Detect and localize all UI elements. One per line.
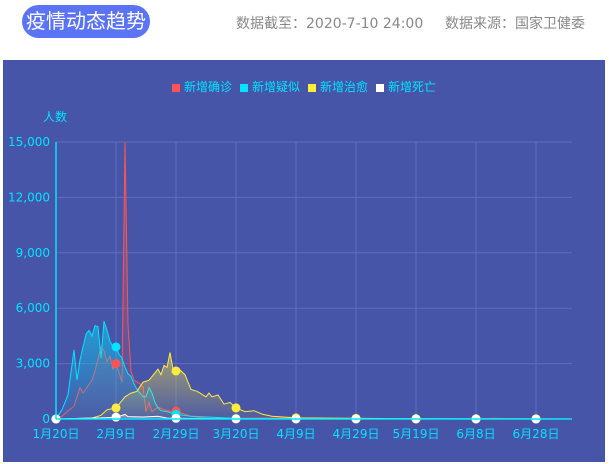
y-tick-label: 15,000 <box>8 135 50 149</box>
data-point-marker <box>231 403 241 413</box>
y-tick-label: 9,000 <box>16 246 50 260</box>
chart-svg: 0 3,000 6,000 9,000 12,000 15,000 人数 1月20日 2月9日 2… <box>8 109 573 441</box>
legend-label: 新增确诊 <box>183 80 232 94</box>
x-tick-label: 3月20日 <box>213 427 260 441</box>
y-tick-label: 6,000 <box>16 301 50 315</box>
y-tick-label: 0 <box>42 412 50 426</box>
data-point-marker <box>111 342 121 352</box>
legend-swatch <box>308 84 316 92</box>
x-tick-label: 2月29日 <box>153 427 200 441</box>
y-axis-title: 人数 <box>43 109 67 124</box>
chart-legend: 新增确诊 新增疑似 新增治愈 新增死亡 <box>3 78 605 95</box>
x-tick-label: 6月8日 <box>456 427 495 441</box>
data-point-marker <box>111 403 121 413</box>
legend-label: 新增死亡 <box>388 80 437 94</box>
legend-item[interactable]: 新增确诊 <box>171 78 232 95</box>
x-tick-label: 1月20日 <box>33 427 80 441</box>
page-title: 疫情动态趋势 <box>22 5 150 38</box>
legend-item[interactable]: 新增死亡 <box>376 78 436 95</box>
legend-item[interactable]: 新增疑似 <box>239 78 300 95</box>
x-tick-label: 2月9日 <box>96 427 135 441</box>
x-tick-label: 6月28日 <box>513 427 560 441</box>
data-point-marker <box>111 359 121 369</box>
y-tick-label: 12,000 <box>8 190 50 204</box>
data-source: 数据来源：国家卫健委 <box>445 16 585 32</box>
legend-swatch <box>239 84 248 92</box>
x-tick-label: 4月29日 <box>333 427 380 441</box>
y-tick-label: 3,000 <box>16 357 50 371</box>
legend-swatch <box>171 84 180 92</box>
legend-label: 新增疑似 <box>251 80 300 94</box>
x-tick-label: 5月19日 <box>393 427 440 441</box>
series-line <box>55 352 573 420</box>
data-point-marker <box>171 366 181 376</box>
data-point-marker <box>111 412 121 422</box>
data-as-of: 数据截至：2020-7-10 24:00 <box>236 16 424 32</box>
x-tick-label: 4月9日 <box>276 427 315 441</box>
trend-chart: 新增确诊 新增疑似 新增治愈 新增死亡 0 3,000 6,000 9,000 12,000 1… <box>3 60 605 462</box>
legend-label: 新增治愈 <box>320 80 369 94</box>
series-area <box>56 352 572 419</box>
legend-swatch <box>376 84 385 92</box>
series-line <box>55 141 573 420</box>
legend-item[interactable]: 新增治愈 <box>308 78 368 95</box>
